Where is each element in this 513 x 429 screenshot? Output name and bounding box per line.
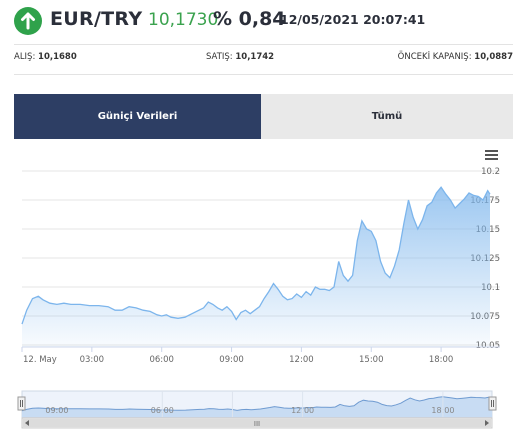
x-tick-label: 09:00	[219, 355, 244, 365]
ask-quote: SATIŞ: 10,1742	[206, 52, 274, 62]
navigator-line	[21, 396, 493, 412]
navigator-tick-label: 06:00	[151, 406, 174, 415]
y-tick-label: 10.125	[470, 254, 500, 264]
quote-header: EUR/TRY 10,1730 % 0,84 12/05/2021 20:07:…	[0, 0, 513, 44]
quote-row: ALIŞ: 10,1680 SATIŞ: 10,1742 ÖNCEKİ KAPA…	[14, 52, 513, 66]
x-tick-label: 12:00	[289, 355, 314, 365]
scrollbar-grip: III	[254, 420, 260, 428]
y-tick-label: 10.175	[470, 196, 500, 206]
arrow-up-icon	[14, 7, 42, 35]
timestamp: 12/05/2021 20:07:41	[280, 12, 426, 27]
x-tick-label: 18:00	[429, 355, 454, 365]
navigator-tick-label: 12:00	[291, 406, 314, 415]
x-tick-label: 03:00	[80, 355, 105, 365]
navigator-panel[interactable]	[21, 390, 493, 418]
navigator-right-handle[interactable]	[488, 396, 497, 411]
previous-close-value: 10,0887	[474, 52, 513, 62]
previous-close-quote: ÖNCEKİ KAPANIŞ: 10,0887	[398, 52, 513, 62]
x-tick-label: 12. May	[23, 355, 57, 365]
tab-intraday[interactable]: Güniçi Verileri	[14, 94, 261, 139]
bid-label: ALIŞ:	[14, 52, 36, 62]
quote-divider	[14, 74, 513, 75]
hamburger-menu-icon[interactable]	[485, 150, 499, 160]
ask-value: 10,1742	[235, 52, 275, 62]
navigator-scrollbar[interactable]	[21, 417, 493, 429]
navigator-area	[22, 396, 492, 417]
percent-change: % 0,84	[213, 8, 286, 30]
tab-bar: Güniçi Verileri Tümü	[14, 94, 513, 139]
series-line	[21, 186, 491, 325]
y-tick-label: 10.15	[476, 225, 500, 235]
navigator-tick-label: 09:00	[45, 406, 68, 415]
y-tick-label: 10.075	[470, 312, 500, 322]
x-tick-label: 06:00	[149, 355, 174, 365]
x-tick-label: 15:00	[359, 355, 384, 365]
scroll-right-arrow-icon[interactable]	[485, 420, 489, 426]
header-divider	[14, 44, 513, 45]
tab-all[interactable]: Tümü	[261, 94, 513, 139]
navigator-tick-label: 18:00	[431, 406, 454, 415]
currency-pair-title: EUR/TRY	[50, 8, 143, 30]
current-price: 10,1730	[148, 10, 219, 30]
y-tick-label: 10.2	[481, 167, 500, 177]
y-tick-label: 10.1	[481, 283, 500, 293]
previous-close-label: ÖNCEKİ KAPANIŞ:	[397, 52, 472, 62]
bid-quote: ALIŞ: 10,1680	[14, 52, 77, 62]
series-area	[22, 187, 490, 347]
bid-value: 10,1680	[38, 52, 77, 62]
navigator-left-handle[interactable]	[17, 396, 26, 411]
ask-label: SATIŞ:	[206, 52, 233, 62]
navigator-scrollbar-thumb[interactable]	[23, 419, 491, 427]
scroll-left-arrow-icon[interactable]	[25, 420, 29, 426]
y-tick-label: 10.05	[476, 341, 500, 351]
